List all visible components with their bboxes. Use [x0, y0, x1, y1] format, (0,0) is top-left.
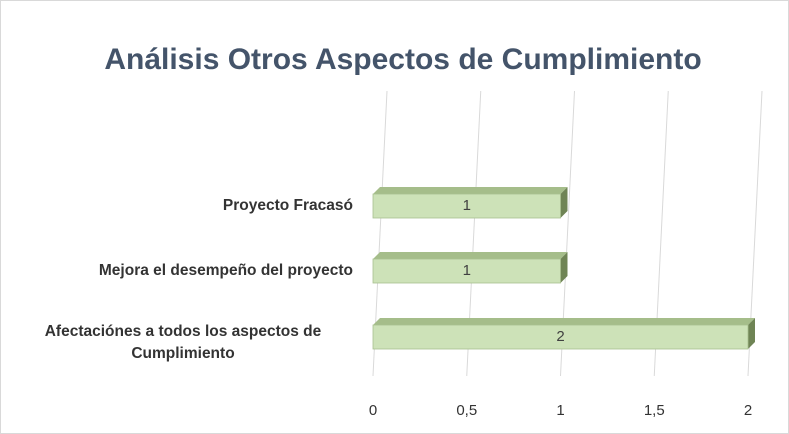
bar-face	[560, 252, 568, 283]
x-tick-label: 0,5	[456, 402, 477, 419]
x-tick-label: 1,5	[644, 402, 665, 419]
bar-face	[373, 318, 755, 325]
category-text: Proyecto Fracasó	[222, 197, 353, 214]
category-text: Afectaciónes a todos los aspectos de Cum…	[44, 323, 322, 362]
x-tick-label: 2	[744, 402, 752, 419]
bar	[372, 252, 568, 284]
bar	[372, 187, 568, 219]
bar-face	[373, 187, 568, 194]
bar-face	[372, 324, 749, 350]
y-tick-label: Proyecto Fracasó	[13, 195, 353, 217]
x-tick-label: 1	[556, 402, 564, 419]
bar	[372, 318, 755, 350]
bar-face	[560, 187, 568, 218]
bar-face	[373, 252, 568, 259]
x-tick-label: 0	[369, 402, 377, 419]
category-text: Mejora el desempeño del proyecto	[98, 262, 353, 279]
data-label: 1	[463, 262, 471, 279]
bar-face	[372, 258, 561, 284]
chart-title: Análisis Otros Aspectos de Cumplimiento	[104, 43, 701, 76]
data-label: 1	[463, 197, 471, 214]
y-tick-label: Mejora el desempeño del proyecto	[13, 260, 353, 282]
bar-face	[748, 318, 755, 349]
bar-face	[372, 193, 561, 219]
y-tick-label: Afectaciónes a todos los aspectos de Cum…	[13, 321, 353, 365]
data-label: 2	[556, 328, 564, 345]
